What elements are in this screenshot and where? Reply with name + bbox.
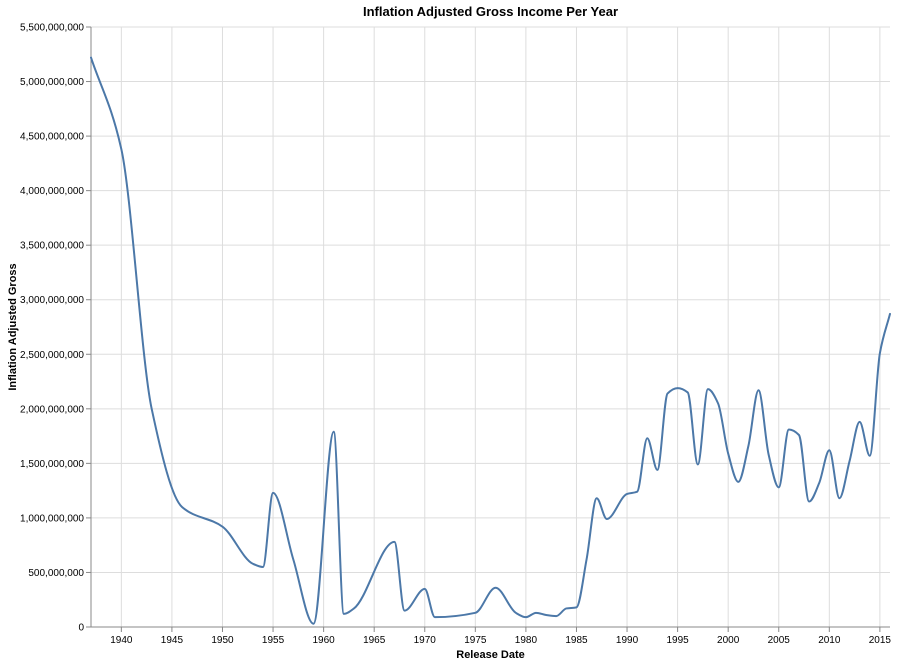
x-tick-label: 2015 [869,635,892,646]
x-tick-label: 2005 [768,635,791,646]
x-tick-label: 1980 [515,635,538,646]
x-tick-label: 1975 [464,635,487,646]
y-tick-label: 2,500,000,000 [20,350,84,361]
y-tick-label: 500,000,000 [28,568,84,579]
series-line [90,56,891,625]
x-axis-title: Release Date [456,649,525,661]
y-tick-label: 4,500,000,000 [20,132,84,143]
y-tick-label: 0 [78,623,84,634]
series-layer [90,56,891,625]
axes: 0 500,000,000 1,000,000,000 1,500,000,000 2,… [20,23,891,647]
y-tick-label: 1,500,000,000 [20,459,84,470]
y-tick-label: 3,000,000,000 [20,295,84,306]
y-tick-label: 3,500,000,000 [20,241,84,252]
x-tick-label: 1960 [312,635,335,646]
chart-title: Inflation Adjusted Gross Income Per Year [363,4,618,19]
x-tick-label: 1965 [363,635,386,646]
x-tick-label: 1940 [110,635,133,646]
y-tick-label: 2,000,000,000 [20,404,84,415]
x-tick-label: 2000 [717,635,740,646]
x-tick-label: 1985 [565,635,588,646]
grid [91,26,890,628]
y-tick-label: 4,000,000,000 [20,186,84,197]
x-tick-label: 2010 [818,635,841,646]
x-tick-label: 1990 [616,635,639,646]
y-tick-label: 1,000,000,000 [20,513,84,524]
x-tick-label: 1955 [262,635,285,646]
x-tick-label: 1970 [414,635,437,646]
y-tick-label: 5,000,000,000 [20,77,84,88]
x-tick-label: 1995 [666,635,689,646]
x-tick-label: 1945 [161,635,184,646]
y-tick-label: 5,500,000,000 [20,23,84,34]
x-tick-label: 1950 [211,635,234,646]
y-axis-title: Inflation Adjusted Gross [7,263,19,390]
